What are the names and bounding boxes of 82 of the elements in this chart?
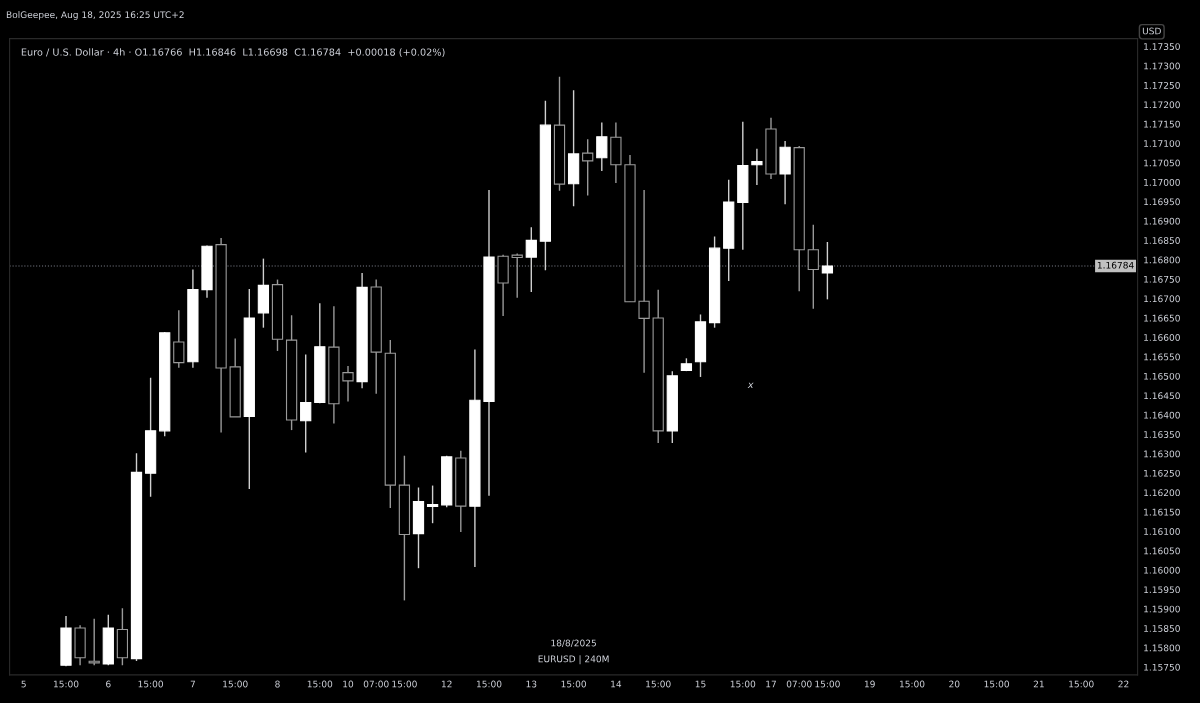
y-tick-label: 1.15750 (1144, 663, 1180, 671)
y-tick-label: 1.16950 (1144, 198, 1180, 206)
candlestick (525, 226, 537, 293)
annotation: EURUSD | 240M (538, 655, 609, 665)
text: Euro / U.S. Dollar · 4h · O1.16766 H1.16846 L1.16698 C1.16784 +0.00018 (+0.02%) (21, 48, 445, 57)
y-tick-label: 1.16500 (1144, 372, 1180, 380)
y-tick-label: 1.17350 (1144, 43, 1180, 50)
candlestick (511, 252, 523, 299)
y-tick-label: 1.16150 (1144, 508, 1180, 516)
y-tick-label: 1.16800 (1144, 256, 1180, 264)
y-tick-label: 1.16100 (1144, 528, 1180, 535)
candlestick (88, 617, 100, 666)
y-tick-label: 1.15800 (1144, 644, 1180, 652)
x-tick-label: 8 (275, 680, 280, 688)
y-tick-label: 1.16050 (1144, 547, 1180, 555)
y-tick-label: 1.16900 (1144, 217, 1180, 225)
y-tick-label: 1.16250 (1144, 469, 1180, 477)
y-tick-label: 1.17100 (1144, 140, 1180, 147)
x-tick-label: 14 (611, 680, 622, 688)
candlestick (300, 353, 312, 454)
y-tick-label: 1.15850 (1144, 625, 1180, 632)
candlestick (596, 121, 608, 172)
x-tick-label: 07:00 (363, 680, 389, 688)
x-tick-label: 10 (343, 680, 354, 688)
x-tick-label: 15:00 (476, 680, 502, 688)
x-tick-label: 15 (695, 680, 706, 688)
y-tick-label: 1.17300 (1144, 62, 1180, 70)
y-tick-label: 1.17150 (1144, 120, 1180, 128)
x-tick-label: 12 (441, 680, 452, 688)
x-tick-label: 15:00 (730, 680, 756, 688)
x-tick-label: 15:00 (899, 680, 925, 688)
x-tick-label: 7 (190, 680, 195, 688)
y-tick-label: 1.16650 (1144, 314, 1180, 322)
y-tick-label: 1.16450 (1144, 392, 1180, 400)
y-tick-label: 1.17200 (1144, 101, 1180, 109)
x-tick-label: 22 (1118, 680, 1129, 688)
y-tick-label: 1.16600 (1144, 334, 1180, 341)
y-tick-label: 1.17250 (1144, 81, 1180, 89)
candlestick (751, 148, 763, 186)
x-tick-label: 6 (106, 680, 111, 688)
y-tick-label: 1.16400 (1144, 411, 1180, 419)
candlestick (582, 138, 594, 197)
annotation: 18/8/2025 (551, 639, 596, 648)
x-tick-label: 15:00 (307, 680, 333, 688)
candlestick (638, 189, 650, 374)
candlestick (173, 309, 185, 369)
x-tick-label: 15:00 (646, 680, 671, 688)
text: BolGeepee, Aug 18, 2025 16:25 UTC+2 (6, 11, 184, 20)
x-tick-label: 15:00 (815, 680, 840, 688)
y-axis-title: USD (1142, 27, 1161, 35)
x-tick-label: 5 (21, 680, 26, 688)
x-tick-label: 15:00 (561, 680, 587, 688)
y-tick-label: 1.15950 (1144, 586, 1180, 594)
ref-line-label: 1.16784 (1097, 261, 1134, 269)
candlestick (426, 484, 439, 524)
y-tick-label: 1.16350 (1144, 431, 1180, 438)
x-tick-label: 13 (526, 680, 537, 688)
x-tick-label: 07:00 (786, 680, 812, 688)
y-tick-label: 1.16700 (1144, 295, 1180, 303)
x-tick-label: 15:00 (138, 680, 164, 688)
x-tick-label: 20 (949, 680, 960, 688)
y-tick-label: 1.16750 (1144, 275, 1180, 283)
y-tick-label: 1.17000 (1144, 178, 1180, 186)
y-tick-label: 1.16200 (1144, 489, 1180, 497)
y-tick-label: 1.17050 (1144, 159, 1180, 167)
y-tick-label: 1.16550 (1144, 353, 1180, 361)
x-tick-label: 15:00 (53, 680, 79, 688)
x-tick-label: 15:00 (1069, 680, 1094, 688)
y-tick-label: 1.16300 (1144, 450, 1180, 458)
x-tick-label: 19 (864, 680, 875, 688)
y-tick-label: 1.16000 (1144, 566, 1180, 574)
x-tick-label: 17 (766, 680, 776, 688)
x-tick-label: 15:00 (392, 680, 417, 688)
candlestick (807, 224, 819, 310)
annotation: x (747, 382, 754, 389)
x-tick-label: 15:00 (223, 680, 248, 688)
x-tick-label: 15:00 (984, 680, 1010, 688)
y-tick-label: 1.15900 (1144, 605, 1180, 613)
x-tick-label: 21 (1033, 680, 1044, 688)
candlestick (342, 365, 354, 403)
candlestick (821, 241, 834, 301)
y-tick-label: 1.16850 (1144, 237, 1180, 244)
